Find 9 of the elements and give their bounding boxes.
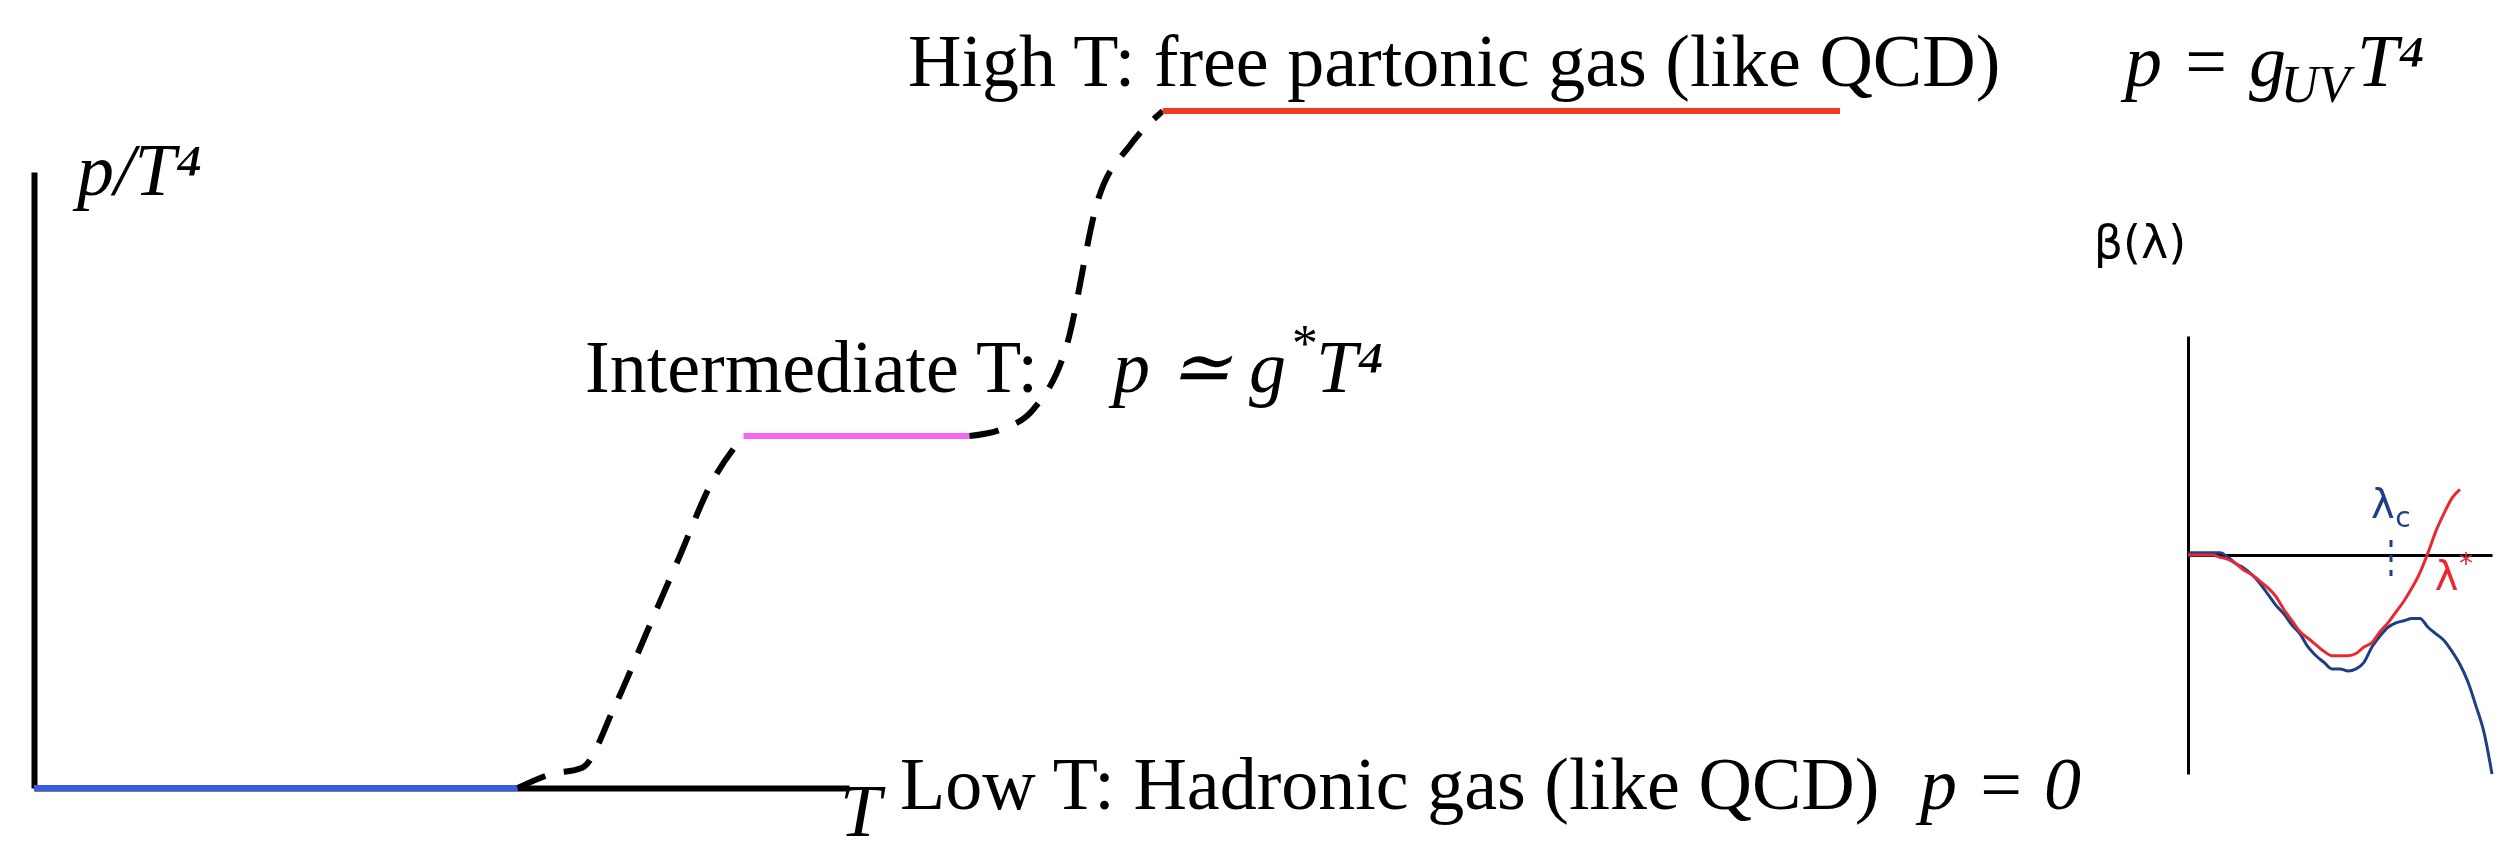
y-axis-title: p/T⁴ — [72, 129, 202, 211]
series-label: High T: free partonic gas (like QCD) — [908, 20, 2001, 102]
series-label: λ* — [2434, 547, 2473, 599]
text: Low T: Hadronic gas (like QCD) — [900, 743, 1880, 825]
text: p = 0 — [1915, 743, 2081, 825]
y-axis-title: β(λ) — [2093, 215, 2187, 269]
series-label: Intermediate T: — [585, 326, 1039, 408]
annotation: p ≃ g*T⁴ — [1108, 314, 1383, 408]
x-axis-title: T — [840, 770, 886, 846]
